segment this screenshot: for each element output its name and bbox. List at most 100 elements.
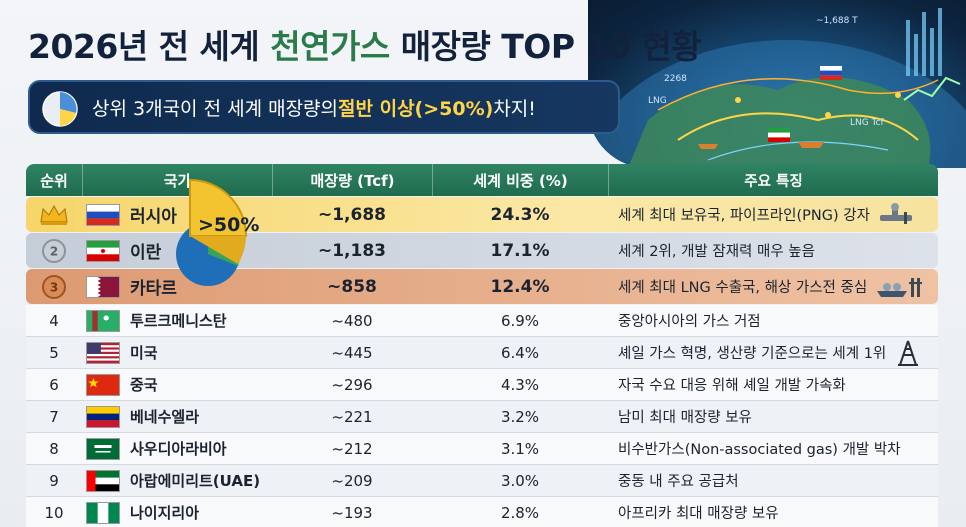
col-feature: 주요 특징 (608, 164, 938, 196)
country-cell: 러시아 (82, 197, 272, 232)
flag-venezuela (86, 405, 120, 428)
table-row: 3 카타르 ~858 12.4% 세계 최대 LNG 수출국, 해상 가스전 중… (26, 269, 938, 304)
flag-russia (86, 203, 120, 226)
flag-turkmenistan (86, 309, 120, 332)
table-header: 순위 국가 매장량 (Tcf) 세계 비중 (%) 주요 특징 (26, 164, 938, 196)
table-row: 4 투르크메니스탄 ~480 6.9% 중앙아시아의 가스 거점 (26, 305, 938, 337)
svg-text:2: 2 (50, 244, 58, 258)
summary-banner: 상위 3개국이 전 세계 매장량의 절반 이상(>50%) 차지! (28, 80, 620, 134)
banner-highlight: 절반 이상(>50%) (338, 97, 494, 120)
feature-cell: 비수반가스(Non-associated gas) 개발 박차 (608, 433, 938, 464)
banner-prefix: 상위 3개국이 전 세계 매장량의 (92, 97, 339, 120)
country-cell: 투르크메니스탄 (82, 305, 272, 336)
country-name: 나이지리아 (130, 504, 200, 522)
majority-badge: >50% (160, 176, 280, 296)
reserve-cell: ~858 (327, 276, 377, 297)
rank-cell: 2 (26, 233, 82, 268)
share-cell: 6.9% (500, 311, 540, 330)
table-row: 2 이란 ~1,183 17.1% 세계 2위, 개발 잠재력 매우 높음 (26, 233, 938, 268)
col-country: 국가 (82, 164, 272, 196)
table-row: 5 미국 ~445 6.4% 셰일 가스 혁명, 생산량 기준으로는 세계 1위 (26, 337, 938, 369)
banner-suffix: 차지! (493, 97, 536, 120)
feature-text: 아프리카 최대 매장량 보유 (618, 506, 779, 522)
feature-text: 자국 수요 대응 위해 셰일 개발 가속화 (618, 378, 846, 394)
rank-cell (26, 197, 82, 232)
feature-cell: 자국 수요 대응 위해 셰일 개발 가속화 (608, 369, 938, 400)
table-row: 9 아랍에미리트(UAE) ~209 3.0% 중동 내 주요 공급처 (26, 465, 938, 497)
rank-cell: 6 (49, 375, 59, 394)
country-name: 사우디아라비아 (130, 440, 227, 458)
share-cell: 12.4% (490, 276, 550, 297)
table-row: 6 중국 ~296 4.3% 자국 수요 대응 위해 셰일 개발 가속화 (26, 369, 938, 401)
globe-num-label: 2268 (664, 74, 687, 84)
feature-cell: 중앙아시아의 가스 거점 (608, 305, 938, 336)
flag-saudi-arabia (86, 437, 120, 460)
rank-cell: 9 (49, 471, 59, 490)
globe-illustration: ~1,688 T LNG LNG Tcf 2268 (588, 0, 966, 168)
share-cell: 17.1% (490, 240, 550, 261)
reserve-cell: ~212 (331, 439, 373, 458)
col-rank: 순위 (40, 171, 68, 190)
bronze-medal-icon: 3 (42, 274, 66, 299)
feature-text: 남미 최대 매장량 보유 (618, 410, 752, 426)
country-cell: 나이지리아 (82, 497, 272, 527)
page-title: 2026년 전 세계 천연가스 매장량 TOP 10 현황 (28, 20, 702, 68)
reserve-cell: ~193 (331, 503, 373, 522)
col-reserve: 매장량 (Tcf) (272, 164, 432, 196)
majority-pie-icon (176, 178, 248, 286)
feature-cell: 세계 최대 LNG 수출국, 해상 가스전 중심 (608, 269, 938, 304)
flag-uae (86, 469, 120, 492)
country-name: 카타르 (130, 279, 177, 299)
country-name: 베네수엘라 (130, 408, 200, 426)
flag-iran (86, 239, 120, 262)
country-cell: 중국 (82, 369, 272, 400)
rank-cell: 4 (49, 311, 59, 330)
feature-cell: 중동 내 주요 공급처 (608, 465, 938, 496)
feature-text: 셰일 가스 혁명, 생산량 기준으로는 세계 1위 (618, 346, 887, 362)
country-cell: 베네수엘라 (82, 401, 272, 432)
rank-cell: 3 (26, 269, 82, 304)
title-highlight: 천연가스 (270, 27, 390, 66)
share-cell: 2.8% (500, 503, 540, 522)
feature-cell: 세계 2위, 개발 잠재력 매우 높음 (608, 233, 938, 268)
country-cell: 아랍에미리트(UAE) (82, 465, 272, 496)
flag-usa (86, 341, 120, 364)
feature-text: 중동 내 주요 공급처 (618, 474, 739, 490)
reserves-table: 순위 국가 매장량 (Tcf) 세계 비중 (%) 주요 특징 러시아 ~1,6… (26, 164, 938, 527)
reserve-cell: ~209 (331, 471, 373, 490)
lng-ship-icon (877, 277, 923, 297)
rank-cell: 5 (49, 343, 59, 362)
feature-text: 중앙아시아의 가스 거점 (618, 314, 761, 330)
share-cell: 4.3% (500, 375, 540, 394)
country-name: 중국 (130, 376, 158, 394)
feature-text: 비수반가스(Non-associated gas) 개발 박차 (618, 442, 901, 458)
rank-cell: 8 (49, 439, 59, 458)
flag-nigeria (86, 501, 120, 524)
table-row: 10 나이지리아 ~193 2.8% 아프리카 최대 매장량 보유 (26, 497, 938, 527)
country-name: 아랍에미리트(UAE) (130, 472, 261, 490)
reserve-cell: ~1,688 (317, 204, 387, 225)
country-cell: 미국 (82, 337, 272, 368)
share-cell: 24.3% (490, 204, 550, 225)
globe-lng-label: LNG (648, 96, 667, 106)
feature-text: 세계 2위, 개발 잠재력 매우 높음 (618, 244, 815, 260)
globe-lng-tcf-label: LNG Tcf (850, 118, 884, 128)
crown-icon (40, 204, 68, 225)
svg-text:3: 3 (50, 280, 58, 294)
feature-cell: 남미 최대 매장량 보유 (608, 401, 938, 432)
table-row: 러시아 ~1,688 24.3% 세계 최대 보유국, 파이프라인(PNG) 강… (26, 197, 938, 232)
feature-cell: 셰일 가스 혁명, 생산량 기준으로는 세계 1위 (608, 337, 938, 368)
reserve-cell: ~296 (331, 375, 373, 394)
reserve-cell: ~1,183 (317, 240, 387, 261)
share-cell: 3.0% (500, 471, 540, 490)
oil-rig-icon (898, 340, 919, 366)
globe-value-label: ~1,688 T (816, 16, 858, 26)
feature-cell: 세계 최대 보유국, 파이프라인(PNG) 강자 (608, 197, 938, 232)
country-name: 이란 (130, 243, 162, 263)
silver-medal-icon: 2 (42, 238, 66, 263)
pie-chart-icon (42, 91, 78, 127)
country-cell: 사우디아라비아 (82, 433, 272, 464)
reserve-cell: ~221 (331, 407, 373, 426)
country-name: 미국 (130, 344, 158, 362)
table-row: 8 사우디아라비아 ~212 3.1% 비수반가스(Non-associated… (26, 433, 938, 465)
